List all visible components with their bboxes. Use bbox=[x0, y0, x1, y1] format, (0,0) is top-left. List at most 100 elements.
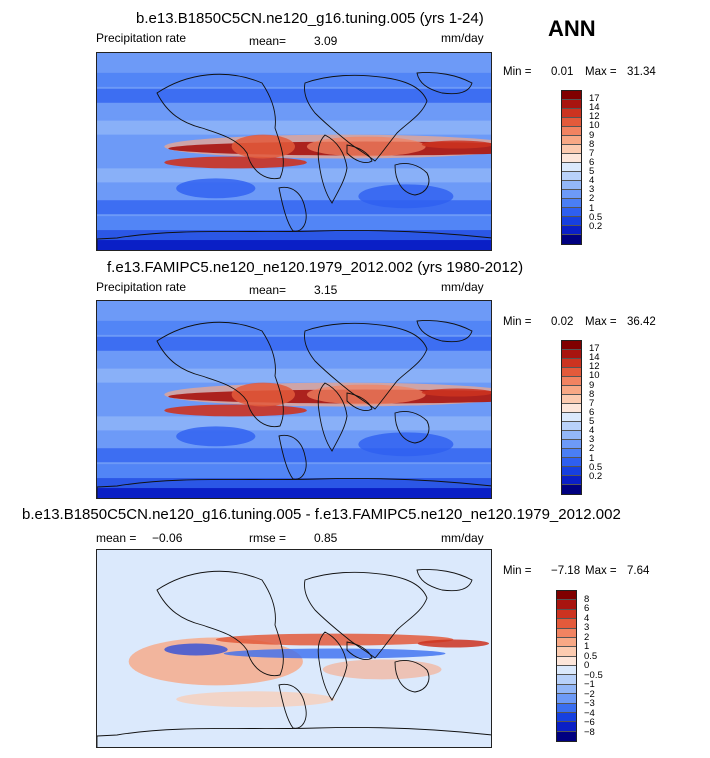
coastline bbox=[416, 72, 473, 95]
coastline bbox=[156, 570, 284, 677]
colorbar-swatch bbox=[562, 91, 581, 100]
colorbar-swatch bbox=[562, 208, 581, 217]
panel-1-units: mm/day bbox=[441, 31, 484, 45]
colorbar-swatch bbox=[557, 675, 576, 685]
colorbar-tick-label: −6 bbox=[584, 717, 595, 728]
colorbar-swatch bbox=[562, 413, 581, 422]
colorbar-swatch bbox=[557, 647, 576, 657]
coastline bbox=[317, 134, 348, 204]
colorbar-swatch bbox=[557, 619, 576, 629]
coastline bbox=[97, 727, 491, 747]
colorbar-swatch bbox=[562, 100, 581, 109]
coastline bbox=[317, 631, 348, 701]
colorbar-swatch bbox=[562, 359, 581, 368]
colorbar-tick-label: 5 bbox=[589, 416, 595, 428]
colorbar-tick-label: 5 bbox=[589, 166, 595, 178]
colorbar-tick-label: 10 bbox=[589, 120, 600, 132]
colorbar-swatch bbox=[557, 731, 576, 741]
coastline bbox=[278, 434, 307, 480]
colorbar-swatch bbox=[562, 458, 581, 467]
colorbar-tick-label: 9 bbox=[589, 379, 595, 391]
colorbar-tick-label: 2 bbox=[589, 193, 595, 205]
colorbar-swatch bbox=[562, 350, 581, 359]
colorbar-tick-label: −4 bbox=[584, 707, 595, 719]
panel-2-mean-value: 3.15 bbox=[314, 283, 338, 297]
colorbar-tick-label: 2 bbox=[589, 443, 595, 455]
colorbar-tick-label: 12 bbox=[589, 111, 600, 123]
panel-3-units: mm/day bbox=[441, 531, 484, 545]
colorbar-tick-label: 6 bbox=[589, 156, 595, 168]
panel-2-map bbox=[96, 300, 492, 499]
colorbar-swatch bbox=[562, 431, 581, 440]
colorbar-tick-label: 12 bbox=[589, 361, 600, 373]
colorbar-swatch bbox=[562, 449, 581, 458]
panel-1-min-label: Min = bbox=[503, 66, 532, 78]
panel-3-colorbar bbox=[556, 590, 577, 742]
coastline bbox=[156, 73, 284, 180]
coastline bbox=[304, 74, 428, 162]
panel-1-max-value: 31.34 bbox=[627, 66, 656, 78]
coastline bbox=[346, 144, 373, 164]
colorbar-tick-label: 1 bbox=[584, 641, 590, 652]
colorbar-tick-label: 8 bbox=[589, 138, 595, 150]
colorbar-tick-label: −1 bbox=[584, 679, 595, 690]
colorbar-swatch bbox=[562, 485, 581, 494]
colorbar-swatch bbox=[557, 600, 576, 610]
panel-2-mean-label: mean= bbox=[249, 283, 287, 297]
coastline bbox=[156, 321, 284, 428]
coastline bbox=[394, 162, 430, 196]
colorbar-tick-label: −3 bbox=[584, 698, 595, 709]
colorbar-tick-label: 3 bbox=[589, 434, 595, 446]
colorbar-swatch bbox=[562, 136, 581, 145]
colorbar-swatch bbox=[562, 199, 581, 208]
panel-2-min-label: Min = bbox=[503, 316, 532, 328]
coastline bbox=[278, 186, 307, 232]
colorbar-tick-label: 4 bbox=[589, 425, 595, 437]
colorbar-swatch bbox=[562, 181, 581, 190]
coastline bbox=[416, 320, 473, 343]
colorbar-swatch bbox=[562, 341, 581, 350]
colorbar-tick-label: 6 bbox=[584, 603, 590, 614]
panel-3-max-label: Max = bbox=[585, 565, 617, 577]
colorbar-tick-label: 0.5 bbox=[584, 650, 598, 662]
colorbar-swatch bbox=[557, 637, 576, 648]
coastline bbox=[416, 569, 473, 592]
colorbar-swatch bbox=[557, 703, 576, 713]
colorbar-swatch bbox=[562, 172, 581, 181]
colorbar-tick-label: 3 bbox=[584, 622, 590, 633]
panel-1-min-value: 0.01 bbox=[551, 66, 574, 78]
colorbar-swatch bbox=[562, 190, 581, 199]
colorbar-tick-label: 0.5 bbox=[589, 211, 603, 223]
panel-3-max-value: 7.64 bbox=[627, 565, 650, 577]
panel-1-colorbar bbox=[561, 90, 582, 245]
panel-2-max-label: Max = bbox=[585, 316, 617, 328]
colorbar-swatch bbox=[562, 127, 581, 136]
colorbar-swatch bbox=[562, 226, 581, 235]
colorbar-tick-label: 17 bbox=[589, 93, 600, 105]
panel-1-max-label: Max = bbox=[585, 66, 617, 78]
colorbar-swatch bbox=[557, 591, 576, 601]
colorbar-tick-label: 0.5 bbox=[589, 461, 603, 473]
colorbar-swatch bbox=[562, 440, 581, 449]
coastline bbox=[304, 322, 428, 410]
colorbar-tick-label: −0.5 bbox=[584, 669, 603, 681]
panel-1-variable: Precipitation rate bbox=[96, 31, 187, 45]
colorbar-swatch bbox=[562, 377, 581, 386]
colorbar-swatch bbox=[562, 422, 581, 431]
colorbar-tick-label: 1 bbox=[589, 452, 595, 464]
colorbar-swatch bbox=[562, 368, 581, 377]
coastline bbox=[346, 392, 373, 412]
colorbar-swatch bbox=[562, 386, 581, 395]
colorbar-swatch bbox=[562, 145, 581, 154]
coastline bbox=[97, 230, 491, 250]
colorbar-tick-label: 0.2 bbox=[589, 220, 603, 232]
colorbar-tick-label: 2 bbox=[584, 631, 590, 643]
coastline bbox=[394, 659, 430, 693]
colorbar-tick-label: 7 bbox=[589, 397, 595, 409]
colorbar-swatch bbox=[562, 163, 581, 172]
panel-2-min-value: 0.02 bbox=[551, 316, 574, 328]
panel-2-max-value: 36.42 bbox=[627, 316, 656, 328]
colorbar-swatch bbox=[557, 666, 576, 676]
colorbar-swatch bbox=[557, 656, 576, 666]
colorbar-swatch bbox=[562, 476, 581, 485]
